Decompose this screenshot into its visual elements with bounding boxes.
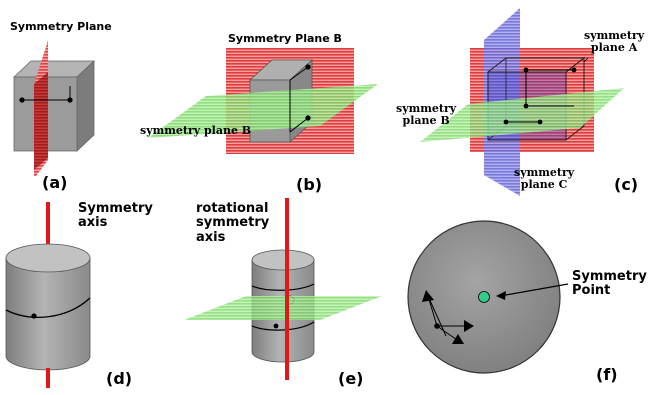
panel-a-cube xyxy=(12,60,96,152)
panel-e-title: rotational symmetry axis xyxy=(196,201,270,245)
panel-c-label-a: symmetry plane A xyxy=(584,29,645,55)
panel-c-plane-b xyxy=(420,88,624,142)
panel-a-title: Symmetry Plane xyxy=(10,20,112,33)
panel-b-caption: (b) xyxy=(296,175,323,194)
panel-f-caption: (f) xyxy=(596,365,618,384)
panel-e-caption: (e) xyxy=(338,369,364,388)
panel-b-plane-label: symmetry plane B xyxy=(140,124,252,137)
panel-d-caption: (d) xyxy=(106,369,133,388)
panel-f-point-arrows xyxy=(422,290,474,344)
panel-b-symmetric-points xyxy=(289,64,311,133)
panel-f-pointer-arrow xyxy=(496,283,569,300)
panel-e-green-plane xyxy=(184,296,382,320)
panel-b-title: Symmetry Plane B xyxy=(228,32,342,45)
panel-a-symmetry-plane xyxy=(34,40,48,176)
panel-a-caption: (a) xyxy=(42,173,68,192)
panel-d-cylinder xyxy=(5,243,91,371)
panel-b-green-plane xyxy=(148,84,378,138)
panel-c-caption: (c) xyxy=(614,175,639,194)
panel-c-symmetric-points xyxy=(503,67,577,125)
panel-c-label-b: symmetry plane B xyxy=(396,102,457,128)
panel-f-symmetry-point xyxy=(478,291,490,303)
panel-c-label-pointers xyxy=(583,57,589,63)
panel-d-title: Symmetry axis xyxy=(78,201,153,231)
panel-f-point-label: Symmetry Point xyxy=(572,269,647,299)
panel-c-label-c: symmetry plane C xyxy=(514,166,575,192)
panel-a-symmetric-points xyxy=(19,86,73,103)
